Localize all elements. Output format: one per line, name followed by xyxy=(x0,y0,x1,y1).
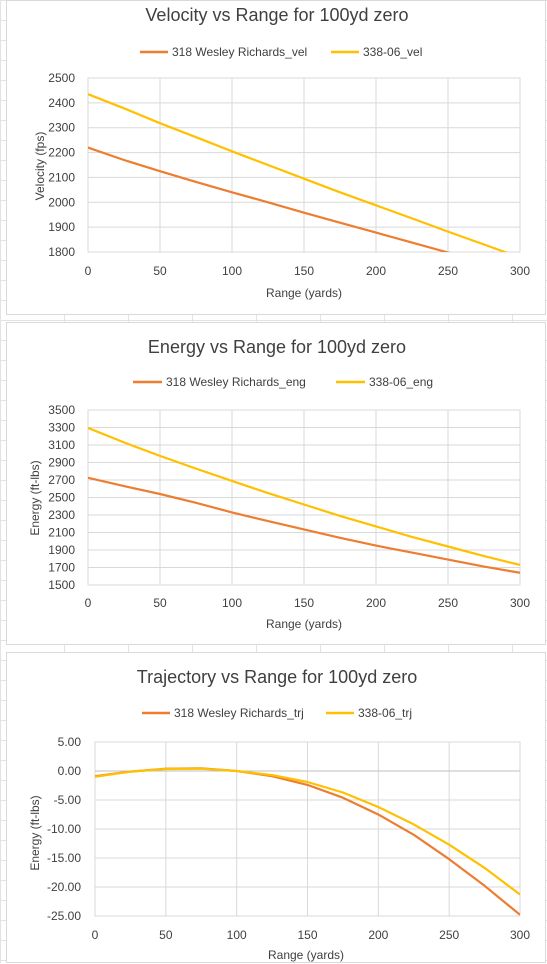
velocity-chart[interactable]: Velocity vs Range for 100yd zero 318 Wes… xyxy=(6,0,546,315)
legend: 318 Wesley Richards_eng 338-06_eng xyxy=(133,375,433,389)
x-tick-label: 50 xyxy=(153,264,167,278)
legend-label-series-a: 318 Wesley Richards_trj xyxy=(174,706,304,720)
x-tick-label: 250 xyxy=(438,596,458,610)
x-tick-label: 250 xyxy=(439,928,459,942)
y-tick-label: 1700 xyxy=(48,561,75,575)
trajectory-chart-svg: Trajectory vs Range for 100yd zero 318 W… xyxy=(28,667,530,962)
x-tick-label: 250 xyxy=(438,264,458,278)
legend: 318 Wesley Richards_trj 338-06_trj xyxy=(142,706,412,720)
x-tick-label: 300 xyxy=(510,596,530,610)
y-tick-label: -5.00 xyxy=(54,793,82,807)
y-tick-label: 3500 xyxy=(48,403,75,417)
y-tick-label: 2500 xyxy=(48,491,75,505)
x-tick-label: 100 xyxy=(227,928,247,942)
y-tick-label: 2500 xyxy=(48,71,75,85)
x-tick-label: 150 xyxy=(297,928,317,942)
chart-title: Velocity vs Range for 100yd zero xyxy=(145,5,408,25)
legend-label-series-b: 338-06_eng xyxy=(369,375,433,389)
velocity-chart-svg: Velocity vs Range for 100yd zero 318 Wes… xyxy=(33,5,530,300)
y-tick-label: -20.00 xyxy=(47,880,81,894)
x-tick-label: 300 xyxy=(510,928,530,942)
y-tick-label: 5.00 xyxy=(58,735,82,749)
x-tick-label: 50 xyxy=(153,596,167,610)
trajectory-chart[interactable]: Trajectory vs Range for 100yd zero 318 W… xyxy=(6,652,546,963)
y-tick-label: 0.00 xyxy=(58,764,82,778)
x-axis-label: Range (yards) xyxy=(266,617,342,631)
y-tick-label: 2300 xyxy=(48,121,75,135)
energy-chart-svg: Energy vs Range for 100yd zero 318 Wesle… xyxy=(28,337,530,631)
x-tick-label: 300 xyxy=(510,264,530,278)
x-tick-label: 200 xyxy=(366,596,386,610)
y-tick-label: 1900 xyxy=(48,543,75,557)
x-tick-label: 0 xyxy=(85,264,92,278)
legend-label-series-a: 318 Wesley Richards_eng xyxy=(166,375,306,389)
x-axis-label: Range (yards) xyxy=(266,286,342,300)
y-tick-label: 1500 xyxy=(48,578,75,592)
legend-label-series-b: 338-06_trj xyxy=(358,706,412,720)
x-tick-label: 100 xyxy=(222,596,242,610)
x-tick-label: 0 xyxy=(85,596,92,610)
energy-chart[interactable]: Energy vs Range for 100yd zero 318 Wesle… xyxy=(6,322,546,645)
y-tick-label: 2100 xyxy=(48,526,75,540)
y-tick-label: 2400 xyxy=(48,96,75,110)
y-tick-label: 1800 xyxy=(48,245,75,259)
y-tick-label: 1900 xyxy=(48,220,75,234)
series-line-318-wesley-richards xyxy=(88,146,451,252)
legend-label-series-a: 318 Wesley Richards_vel xyxy=(172,45,307,59)
x-tick-label: 0 xyxy=(92,928,99,942)
legend: 318 Wesley Richards_vel 338-06_vel xyxy=(140,45,422,59)
series-line-338-06 xyxy=(88,426,520,566)
legend-label-series-b: 338-06_vel xyxy=(363,45,422,59)
y-axis-label: Velocity (fps) xyxy=(33,132,47,201)
y-tick-label: 2100 xyxy=(48,170,75,184)
y-tick-label: 2300 xyxy=(48,508,75,522)
y-axis-label: Energy (ft-lbs) xyxy=(28,460,42,535)
y-tick-label: 2700 xyxy=(48,473,75,487)
x-axis-label: Range (yards) xyxy=(268,948,344,962)
series-line-318-wesley-richards xyxy=(88,476,520,574)
y-tick-label: 3300 xyxy=(48,421,75,435)
chart-title: Trajectory vs Range for 100yd zero xyxy=(137,667,417,687)
x-tick-label: 200 xyxy=(366,264,386,278)
y-tick-label: 2900 xyxy=(48,456,75,470)
y-tick-label: 2000 xyxy=(48,195,75,209)
y-axis-label: Energy (ft-lbs) xyxy=(28,795,42,870)
series-line-338-06 xyxy=(88,93,509,252)
x-tick-label: 50 xyxy=(159,928,173,942)
y-tick-label: -25.00 xyxy=(47,909,81,923)
x-tick-label: 150 xyxy=(294,596,314,610)
x-tick-label: 200 xyxy=(368,928,388,942)
y-tick-label: 3100 xyxy=(48,438,75,452)
series-line-338-06 xyxy=(95,767,520,896)
x-tick-label: 150 xyxy=(294,264,314,278)
x-tick-label: 100 xyxy=(222,264,242,278)
y-tick-label: 2200 xyxy=(48,146,75,160)
y-tick-label: -15.00 xyxy=(47,851,81,865)
chart-title: Energy vs Range for 100yd zero xyxy=(148,337,406,357)
y-tick-label: -10.00 xyxy=(47,822,81,836)
